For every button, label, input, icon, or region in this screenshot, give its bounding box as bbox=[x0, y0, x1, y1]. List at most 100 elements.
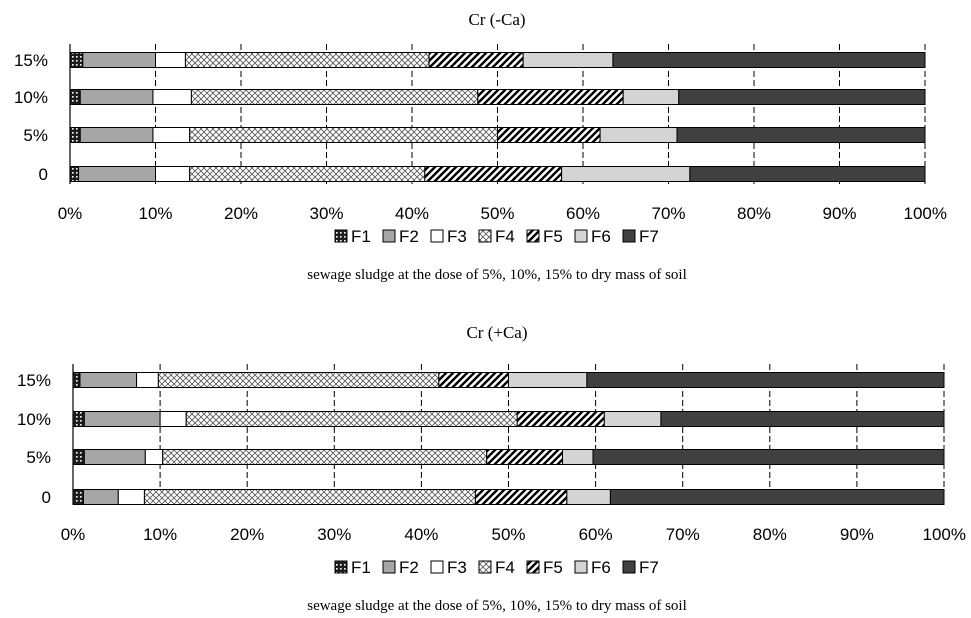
chart-2-bars bbox=[72, 372, 945, 505]
bar-segment-f2 bbox=[82, 489, 119, 505]
legend-item-f6: F6 bbox=[574, 227, 611, 246]
legend-item-f3: F3 bbox=[430, 558, 467, 577]
legend-item-f5: F5 bbox=[526, 227, 563, 246]
bar-segment-f1 bbox=[72, 449, 85, 465]
legend-label: F6 bbox=[591, 227, 611, 246]
chart-1-legend: F1 F2 F3 F4 F5 F6 F7 bbox=[334, 227, 659, 246]
chart-panel-1: Cr (-Ca) 15% 10% 5% 0 0% 10% 20% 30% 40% 50% 60% 7… bbox=[14, 10, 947, 283]
bar-segment-f1 bbox=[69, 89, 81, 105]
bar-segment-f6 bbox=[522, 52, 614, 68]
bar-segment-f6 bbox=[508, 372, 588, 388]
legend-swatch bbox=[334, 560, 348, 574]
legend-swatch bbox=[430, 229, 444, 243]
bar-segment-f3 bbox=[155, 166, 191, 182]
x-tick-label: 60% bbox=[579, 525, 613, 544]
chart-1-y-axis: 15% 10% 5% 0 bbox=[14, 51, 48, 184]
bar-segment-f3 bbox=[136, 372, 159, 388]
x-tick-label: 20% bbox=[224, 204, 258, 223]
bar-segment-f6 bbox=[622, 89, 680, 105]
legend-swatch bbox=[478, 229, 492, 243]
bar-row bbox=[72, 489, 945, 505]
chart-panel-2: Cr (+Ca) 15% 10% 5% 0 0% 10% 20% 30% 40% 50% 60% 7… bbox=[17, 323, 966, 614]
bar-segment-f6 bbox=[561, 166, 691, 182]
chart-1-x-axis: 0% 10% 20% 30% 40% 50% 60% 70% 80% 90% 100% bbox=[58, 204, 947, 223]
bar-segment-f4 bbox=[190, 89, 479, 105]
chart-2-x-axis: 0% 10% 20% 30% 40% 50% 60% 70% 80% 90% 100% bbox=[61, 525, 966, 544]
x-tick-label: 40% bbox=[404, 525, 438, 544]
legend-swatch bbox=[526, 560, 540, 574]
bar-segment-f5 bbox=[438, 372, 510, 388]
bar-segment-f7 bbox=[592, 449, 945, 465]
bar-segment-f4 bbox=[189, 127, 498, 143]
bar-row bbox=[69, 89, 926, 105]
x-tick-label: 30% bbox=[317, 525, 351, 544]
bar-segment-f2 bbox=[79, 372, 138, 388]
bar-segment-f2 bbox=[78, 166, 156, 182]
legend-label: F3 bbox=[447, 227, 467, 246]
x-tick-label: 50% bbox=[491, 525, 525, 544]
legend-item-f4: F4 bbox=[478, 227, 515, 246]
x-tick-label: 0% bbox=[58, 204, 83, 223]
legend-label: F2 bbox=[399, 558, 419, 577]
bar-segment-f2 bbox=[83, 411, 161, 427]
bar-segment-f1 bbox=[69, 166, 80, 182]
legend-label: F2 bbox=[399, 227, 419, 246]
legend-label: F4 bbox=[495, 227, 515, 246]
legend-label: F7 bbox=[639, 558, 659, 577]
bar-row bbox=[72, 449, 945, 465]
bar-segment-f1 bbox=[72, 411, 85, 427]
legend-item-f7: F7 bbox=[622, 227, 659, 246]
legend-label: F5 bbox=[543, 558, 563, 577]
bar-segment-f6 bbox=[603, 411, 662, 427]
bar-segment-f4 bbox=[162, 449, 488, 465]
bar-segment-f2 bbox=[79, 127, 154, 143]
x-tick-label: 80% bbox=[753, 525, 787, 544]
chart-2-caption: sewage sludge at the dose of 5%, 10%, 15… bbox=[307, 598, 687, 614]
bar-segment-f7 bbox=[689, 166, 926, 182]
legend-item-f3: F3 bbox=[430, 227, 467, 246]
legend-label: F7 bbox=[639, 227, 659, 246]
y-tick-label: 10% bbox=[17, 410, 51, 429]
x-tick-label: 70% bbox=[651, 204, 685, 223]
x-tick-label: 40% bbox=[395, 204, 429, 223]
bar-segment-f1 bbox=[72, 489, 84, 505]
y-tick-label: 15% bbox=[14, 51, 48, 70]
bar-segment-f4 bbox=[189, 166, 426, 182]
bar-segment-f7 bbox=[676, 127, 926, 143]
x-tick-label: 100% bbox=[923, 525, 966, 544]
bar-segment-f7 bbox=[586, 372, 945, 388]
chart-2-title: Cr (+Ca) bbox=[466, 323, 527, 342]
bar-segment-f3 bbox=[155, 52, 186, 68]
x-tick-label: 20% bbox=[230, 525, 264, 544]
legend-swatch bbox=[334, 229, 348, 243]
y-tick-label: 5% bbox=[26, 448, 51, 467]
legend-swatch bbox=[430, 560, 444, 574]
y-tick-label: 15% bbox=[17, 371, 51, 390]
legend-label: F4 bbox=[495, 558, 515, 577]
bar-segment-f2 bbox=[79, 89, 154, 105]
legend-item-f4: F4 bbox=[478, 558, 515, 577]
bar-row bbox=[72, 411, 945, 427]
legend-swatch bbox=[622, 560, 636, 574]
bar-segment-f5 bbox=[424, 166, 563, 182]
legend-label: F1 bbox=[351, 558, 371, 577]
y-tick-label: 5% bbox=[23, 126, 48, 145]
legend-swatch bbox=[526, 229, 540, 243]
x-tick-label: 90% bbox=[840, 525, 874, 544]
legend-item-f2: F2 bbox=[382, 227, 419, 246]
bar-segment-f5 bbox=[474, 489, 568, 505]
x-tick-label: 0% bbox=[61, 525, 86, 544]
legend-item-f1: F1 bbox=[334, 227, 371, 246]
x-tick-label: 10% bbox=[138, 204, 172, 223]
bar-segment-f6 bbox=[566, 489, 611, 505]
legend-swatch bbox=[382, 560, 396, 574]
legend-swatch bbox=[622, 229, 636, 243]
bar-segment-f7 bbox=[660, 411, 945, 427]
bar-segment-f3 bbox=[152, 127, 191, 143]
legend-swatch bbox=[478, 560, 492, 574]
legend-item-f1: F1 bbox=[334, 558, 371, 577]
bar-segment-f3 bbox=[152, 89, 192, 105]
bar-segment-f4 bbox=[143, 489, 476, 505]
y-tick-label: 0 bbox=[42, 488, 51, 507]
